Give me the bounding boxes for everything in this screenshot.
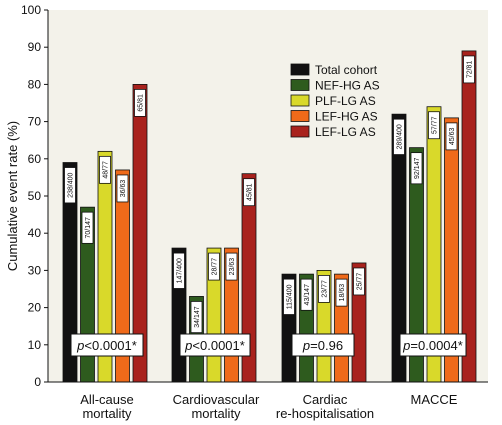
- count-label-box: [190, 301, 203, 334]
- p-value-box: [70, 333, 144, 357]
- count-label-box: [445, 122, 458, 151]
- p-value-label: p<0.0001*: [184, 338, 245, 353]
- legend-label: LEF-HG AS: [315, 110, 378, 124]
- count-label: 147/400: [177, 258, 184, 283]
- count-label: 36/63: [120, 180, 127, 198]
- count-label: 45/63: [449, 128, 456, 146]
- p-value-boxes: p<0.0001* p<0.0001* p=0.96 p=0.0004*: [70, 333, 467, 357]
- bar-3-4: [461, 50, 477, 383]
- p-value-box: [291, 333, 355, 357]
- count-label-box: [134, 89, 146, 117]
- y-tick-label: 10: [28, 338, 42, 352]
- count-label-box: [318, 274, 330, 303]
- count-label-box: [393, 118, 405, 155]
- category-label: All-cause: [80, 392, 133, 407]
- legend-swatch: [290, 63, 310, 76]
- count-label: 70/147: [85, 217, 92, 239]
- count-label: 23/77: [322, 280, 329, 298]
- count-label-box: [243, 178, 255, 207]
- count-label: 43/147: [304, 284, 311, 306]
- y-tick-label: 90: [28, 40, 42, 54]
- count-label-box: [353, 267, 365, 296]
- count-label: 25/77: [357, 273, 364, 291]
- count-label-box: [463, 55, 475, 84]
- count-label: 48/77: [103, 161, 110, 179]
- count-label: 238/400: [68, 172, 75, 197]
- y-tick-label: 80: [28, 77, 42, 91]
- p-value-label: p<0.0001*: [76, 338, 137, 353]
- y-tick-label: 0: [34, 375, 41, 389]
- p-value-box: [179, 333, 251, 357]
- count-label: 28/77: [212, 258, 219, 276]
- y-tick-label: 30: [28, 263, 42, 277]
- count-label-box: [208, 252, 220, 281]
- count-label: 45/81: [247, 183, 254, 201]
- count-label-box: [428, 111, 440, 140]
- count-label-box: [64, 167, 76, 204]
- legend-label: PLF-LG AS: [315, 94, 376, 108]
- count-label-box: [81, 211, 94, 244]
- legend-label: Total cohort: [315, 63, 378, 77]
- count-label-box: [335, 278, 348, 307]
- count-label-box: [410, 152, 423, 185]
- legend-swatch: [290, 94, 310, 107]
- y-tick-label: 20: [28, 301, 42, 315]
- legend-swatch: [290, 110, 310, 122]
- category-label: re-hospitalisation: [276, 406, 374, 421]
- y-tick-label: 40: [28, 226, 42, 240]
- category-label: mortality: [82, 406, 132, 421]
- category-label: MACCE: [411, 392, 458, 407]
- category-label: Cardiac: [303, 392, 348, 407]
- y-tick-label: 70: [28, 115, 42, 129]
- category-label: Cardiovascular: [173, 392, 260, 407]
- p-value-label: p=0.96: [302, 338, 343, 353]
- count-label: 92/147: [414, 157, 421, 179]
- count-label-box: [116, 174, 129, 203]
- count-label-box: [283, 278, 295, 315]
- y-tick-label: 100: [21, 3, 41, 17]
- count-label: 65/81: [138, 94, 145, 112]
- count-label: 289/400: [397, 124, 404, 149]
- legend-swatch: [290, 125, 310, 138]
- y-axis-title: Cumulative event rate (%): [5, 121, 20, 271]
- count-label: 72/81: [467, 61, 474, 79]
- count-label: 23/63: [229, 258, 236, 276]
- legend-swatch: [290, 79, 310, 91]
- count-label-box: [225, 252, 238, 281]
- y-tick-label: 50: [28, 189, 42, 203]
- count-label: 34/147: [194, 306, 201, 328]
- p-value-label: p=0.0004*: [402, 338, 463, 353]
- count-label-box: [300, 278, 313, 311]
- count-label: 57/77: [432, 116, 439, 134]
- count-label-box: [173, 252, 185, 289]
- count-label: 18/63: [339, 284, 346, 302]
- category-label: mortality: [191, 406, 241, 421]
- x-axis-categories: All-causemortalityCardiovascularmortalit…: [80, 392, 458, 421]
- count-label: 115/400: [287, 284, 294, 309]
- legend-label: LEF-LG AS: [315, 125, 376, 139]
- legend-label: NEF-HG AS: [315, 79, 380, 93]
- count-label-box: [99, 155, 111, 184]
- y-tick-label: 60: [28, 152, 42, 166]
- y-axis: 0 10 20 30 40 50 60 70 80 90 100: [21, 3, 488, 389]
- p-value-box: [399, 333, 467, 357]
